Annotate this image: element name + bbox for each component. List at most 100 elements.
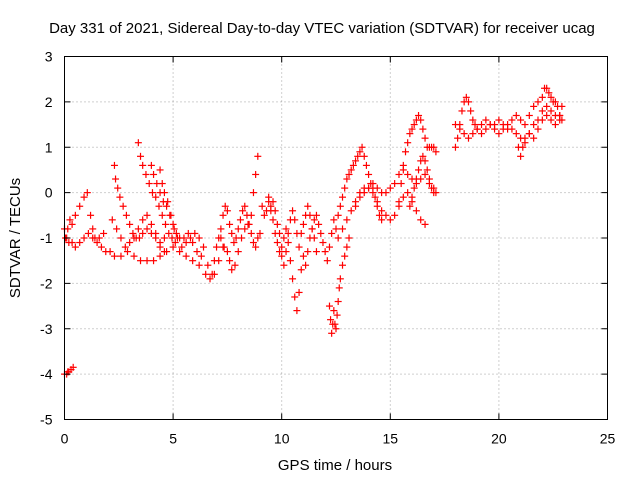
x-tick-label: 0 xyxy=(61,431,69,447)
data-point xyxy=(247,211,255,219)
data-point xyxy=(478,121,486,129)
data-point xyxy=(347,207,355,215)
data-point xyxy=(289,275,297,283)
data-point xyxy=(160,234,168,242)
data-point xyxy=(213,243,221,251)
data-point xyxy=(129,229,137,237)
data-point xyxy=(169,220,177,228)
data-point xyxy=(415,166,423,174)
data-point xyxy=(256,229,264,237)
data-point xyxy=(182,252,190,260)
data-point xyxy=(334,211,342,219)
data-point xyxy=(330,307,338,315)
data-point xyxy=(330,216,338,224)
data-point xyxy=(156,243,164,251)
data-point xyxy=(356,193,364,201)
data-point xyxy=(430,143,438,151)
data-point xyxy=(123,248,131,256)
data-point xyxy=(341,252,349,260)
data-point xyxy=(87,211,95,219)
data-point xyxy=(469,130,477,138)
data-point xyxy=(71,243,79,251)
data-point xyxy=(291,293,299,301)
data-point xyxy=(406,202,414,210)
data-point xyxy=(291,216,299,224)
data-point xyxy=(182,239,190,247)
data-point xyxy=(354,152,362,160)
data-point xyxy=(525,130,533,138)
data-point xyxy=(170,225,178,233)
data-point xyxy=(228,266,236,274)
data-point xyxy=(221,202,229,210)
data-point xyxy=(543,102,551,110)
data-point xyxy=(530,134,538,142)
data-point xyxy=(252,243,260,251)
data-point xyxy=(508,125,516,133)
data-point xyxy=(126,220,134,228)
data-point xyxy=(486,121,494,129)
data-point xyxy=(373,184,381,192)
data-point xyxy=(543,111,551,119)
data-point xyxy=(226,220,234,228)
data-point xyxy=(143,211,151,219)
data-point xyxy=(478,130,486,138)
data-point xyxy=(143,225,151,233)
data-point xyxy=(360,152,368,160)
data-point xyxy=(362,161,370,169)
axis-ticks xyxy=(64,56,608,420)
data-point xyxy=(408,125,416,133)
data-point xyxy=(93,239,101,247)
data-point xyxy=(412,175,420,183)
data-point xyxy=(289,207,297,215)
data-point xyxy=(137,152,145,160)
data-point xyxy=(521,121,529,129)
data-point xyxy=(423,166,431,174)
data-point xyxy=(491,125,499,133)
y-tick-label: 0 xyxy=(45,185,53,201)
data-point xyxy=(331,320,339,328)
data-point xyxy=(195,261,203,269)
y-tick-label: -2 xyxy=(40,275,53,291)
data-point xyxy=(219,211,227,219)
data-point xyxy=(202,270,210,278)
data-point xyxy=(319,239,327,247)
data-point xyxy=(556,111,564,119)
data-point xyxy=(267,202,275,210)
data-point xyxy=(241,225,249,233)
data-point xyxy=(310,234,318,242)
data-point xyxy=(195,234,203,242)
data-point xyxy=(360,189,368,197)
data-point xyxy=(504,121,512,129)
data-point xyxy=(432,148,440,156)
data-point xyxy=(334,298,342,306)
data-point xyxy=(428,184,436,192)
data-point xyxy=(404,189,412,197)
data-point xyxy=(458,107,466,115)
data-point xyxy=(327,316,335,324)
data-point xyxy=(158,180,166,188)
data-point xyxy=(197,252,205,260)
x-tick-label: 20 xyxy=(491,431,507,447)
data-point xyxy=(169,243,177,251)
data-point xyxy=(208,270,216,278)
data-point xyxy=(178,243,186,251)
data-point xyxy=(519,143,527,151)
data-point xyxy=(406,130,414,138)
data-point xyxy=(130,234,138,242)
data-point xyxy=(156,252,164,260)
data-point xyxy=(206,275,214,283)
data-point xyxy=(130,252,138,260)
data-point xyxy=(241,202,249,210)
data-point xyxy=(382,189,390,197)
data-point xyxy=(119,202,127,210)
data-point xyxy=(204,261,212,269)
data-point xyxy=(512,130,520,138)
data-point xyxy=(399,193,407,201)
data-point xyxy=(80,234,88,242)
data-point xyxy=(325,302,333,310)
data-point xyxy=(382,211,390,219)
data-point xyxy=(341,184,349,192)
data-point xyxy=(265,193,273,201)
data-point xyxy=(399,161,407,169)
